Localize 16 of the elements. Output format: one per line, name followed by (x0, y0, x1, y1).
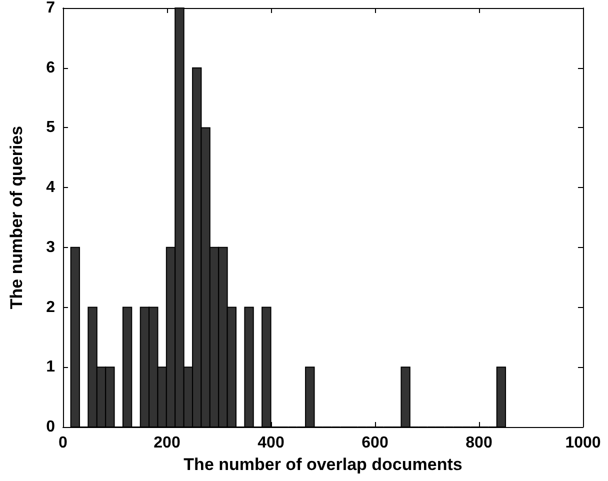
x-tick-label: 600 (362, 434, 388, 452)
y-tick-label: 7 (46, 0, 56, 16)
y-tick-label: 2 (46, 298, 56, 316)
x-tick-label: 200 (154, 434, 180, 452)
x-tick-label: 800 (466, 434, 492, 452)
x-tick-label: 400 (258, 434, 284, 452)
x-axis-title: The number of overlap documents (184, 454, 462, 474)
y-tick-label: 1 (46, 358, 56, 376)
y-axis-title: The number of queries (7, 126, 26, 310)
x-tick-label: 1000 (565, 434, 601, 452)
y-tick-label: 5 (46, 119, 56, 136)
y-tick-label: 3 (46, 238, 56, 256)
x-tick-label: 0 (58, 434, 68, 452)
y-tick-label: 0 (46, 418, 56, 436)
y-tick-label: 4 (46, 179, 56, 196)
y-tick-label: 6 (46, 59, 56, 76)
